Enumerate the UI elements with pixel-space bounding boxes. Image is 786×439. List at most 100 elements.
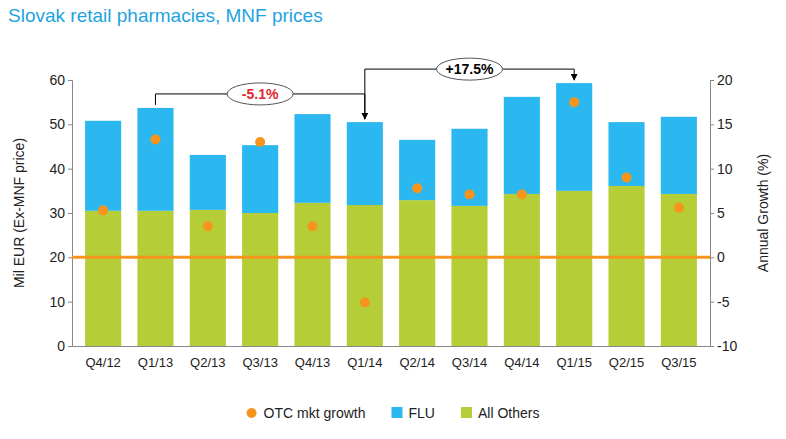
- point: [98, 205, 108, 215]
- plot-area: [72, 83, 710, 346]
- tick-label: Q4/12: [85, 355, 120, 370]
- bar: [556, 191, 592, 346]
- tick: Q4/12: [85, 355, 120, 370]
- tick: Q4/13: [295, 355, 330, 370]
- bar: [451, 129, 487, 206]
- tick: -10: [710, 338, 737, 354]
- tick-label: 10: [717, 161, 733, 177]
- annotations: -5.1% +17.5%: [155, 58, 574, 119]
- y-axis: 0 10 20 30 40 50 60: [49, 72, 72, 354]
- bar: [137, 108, 173, 211]
- tick-mark: [68, 124, 72, 125]
- tick-mark: [68, 302, 72, 303]
- point: [517, 189, 527, 199]
- bar: [347, 122, 383, 205]
- bar: [190, 210, 226, 346]
- point: [203, 221, 213, 231]
- tick: 10: [710, 161, 733, 177]
- bar: [556, 83, 592, 191]
- legend-swatch: [391, 407, 402, 418]
- y-axis-title: Mil EUR (Ex-MNF price): [11, 138, 27, 288]
- tick: 0: [710, 249, 725, 265]
- legend-item: All Others: [461, 405, 539, 421]
- tick-label: Q4/13: [295, 355, 330, 370]
- tick: 50: [49, 116, 72, 132]
- tick-mark: [710, 80, 714, 81]
- bar: [294, 203, 330, 346]
- y2-axis-title: Annual Growth (%): [755, 154, 771, 272]
- bar: [242, 213, 278, 346]
- axis-line: [68, 81, 73, 347]
- bar: [347, 205, 383, 346]
- tick-label: 0: [717, 249, 725, 265]
- title: Slovak retail pharmacies, MNF prices: [8, 5, 323, 26]
- x-axis: Q4/12Q1/13Q2/13Q3/13Q4/13Q1/14Q2/14Q3/14…: [73, 347, 711, 371]
- bar: [661, 194, 697, 346]
- legend-label: OTC mkt growth: [264, 405, 366, 421]
- bar: [661, 117, 697, 194]
- tick-label: 10: [49, 294, 65, 310]
- tick-label: 50: [49, 116, 65, 132]
- tick: Q1/14: [347, 355, 382, 370]
- bar: [608, 186, 644, 346]
- tick-label: -5: [717, 294, 730, 310]
- tick: 15: [710, 116, 733, 132]
- tick: Q2/13: [190, 355, 225, 370]
- point: [412, 183, 422, 193]
- point: [622, 173, 632, 183]
- tick: -5: [710, 294, 730, 310]
- tick-label: Q1/14: [347, 355, 382, 370]
- tick: Q3/14: [452, 355, 487, 370]
- tick-label: 5: [717, 205, 725, 221]
- tick: 20: [49, 249, 72, 265]
- annotation-text: +17.5%: [446, 61, 494, 77]
- tick-mark: [68, 257, 72, 258]
- tick-label: 20: [49, 249, 65, 265]
- tick: Q3/15: [661, 355, 696, 370]
- tick-mark: [710, 302, 714, 303]
- tick: Q1/15: [556, 355, 591, 370]
- tick-mark: [710, 124, 714, 125]
- tick-label: 40: [49, 161, 65, 177]
- tick-mark: [710, 169, 714, 170]
- bar: [85, 121, 121, 211]
- legend-item: OTC mkt growth: [247, 405, 366, 421]
- bar: [504, 97, 540, 194]
- tick: 40: [49, 161, 72, 177]
- tick: Q2/15: [609, 355, 644, 370]
- tick-mark: [68, 346, 72, 347]
- y2-axis: -10-505101520: [710, 72, 737, 354]
- tick-mark: [68, 80, 72, 81]
- bar: [85, 211, 121, 346]
- tick-label: Q2/15: [609, 355, 644, 370]
- legend-label: FLU: [408, 405, 434, 421]
- tick: 60: [49, 72, 72, 88]
- legend: OTC mkt growth FLU All Others: [247, 405, 540, 421]
- point: [569, 97, 579, 107]
- bar: [608, 122, 644, 186]
- legend-label: All Others: [478, 405, 539, 421]
- tick-label: Q1/13: [138, 355, 173, 370]
- tick-label: Q2/13: [190, 355, 225, 370]
- tick: 0: [57, 338, 72, 354]
- bar: [294, 114, 330, 203]
- tick: 5: [710, 205, 725, 221]
- tick-label: 30: [49, 205, 65, 221]
- tick: 30: [49, 205, 72, 221]
- tick-mark: [710, 257, 714, 258]
- tick-label: -10: [717, 338, 737, 354]
- tick: 10: [49, 294, 72, 310]
- point: [360, 298, 370, 308]
- axis-line: [711, 81, 715, 347]
- chart: Slovak retail pharmacies, MNF prices 0 10 2…: [0, 0, 786, 439]
- tick-label: Q3/15: [661, 355, 696, 370]
- bar: [242, 145, 278, 213]
- legend-swatch: [461, 407, 472, 418]
- point: [307, 221, 317, 231]
- bar: [190, 155, 226, 210]
- annotation-text: -5.1%: [242, 86, 279, 102]
- point: [150, 134, 160, 144]
- bar: [399, 140, 435, 200]
- tick-label: 15: [717, 116, 733, 132]
- axis-line: [73, 346, 711, 347]
